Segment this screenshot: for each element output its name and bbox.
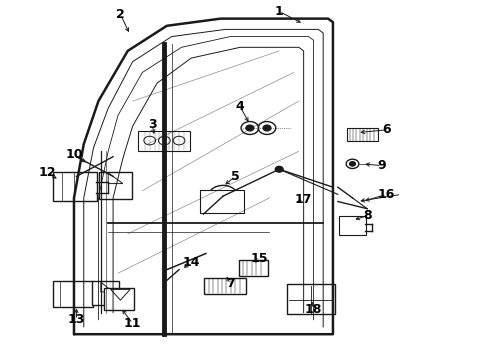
Text: 9: 9 (377, 159, 386, 172)
FancyBboxPatch shape (92, 281, 120, 305)
Text: 15: 15 (251, 252, 269, 265)
Polygon shape (111, 289, 130, 300)
FancyBboxPatch shape (53, 281, 93, 307)
FancyBboxPatch shape (139, 131, 190, 150)
Polygon shape (101, 282, 113, 292)
FancyBboxPatch shape (204, 278, 246, 294)
FancyBboxPatch shape (239, 260, 269, 276)
Text: 7: 7 (226, 278, 235, 291)
Text: 18: 18 (305, 303, 322, 316)
Text: 17: 17 (295, 193, 313, 206)
Text: 3: 3 (148, 118, 156, 131)
Text: 2: 2 (116, 8, 125, 21)
FancyBboxPatch shape (99, 172, 132, 199)
FancyBboxPatch shape (104, 288, 134, 310)
Circle shape (275, 166, 283, 172)
Text: 8: 8 (363, 210, 371, 222)
Text: 4: 4 (236, 100, 245, 113)
Circle shape (349, 162, 355, 166)
Text: 16: 16 (378, 188, 395, 201)
Circle shape (263, 125, 271, 131)
Text: 10: 10 (65, 148, 83, 161)
Circle shape (246, 125, 254, 131)
Text: 14: 14 (182, 256, 200, 269)
Text: 1: 1 (275, 5, 284, 18)
FancyBboxPatch shape (53, 172, 98, 201)
Circle shape (217, 192, 229, 201)
Text: 13: 13 (68, 313, 85, 327)
Text: 5: 5 (231, 170, 240, 183)
FancyBboxPatch shape (346, 128, 378, 141)
FancyBboxPatch shape (199, 190, 244, 213)
FancyBboxPatch shape (339, 216, 366, 235)
Text: 12: 12 (38, 166, 56, 179)
FancyBboxPatch shape (287, 284, 335, 314)
Text: 6: 6 (382, 123, 391, 136)
Polygon shape (108, 173, 123, 184)
Text: 11: 11 (124, 317, 142, 330)
